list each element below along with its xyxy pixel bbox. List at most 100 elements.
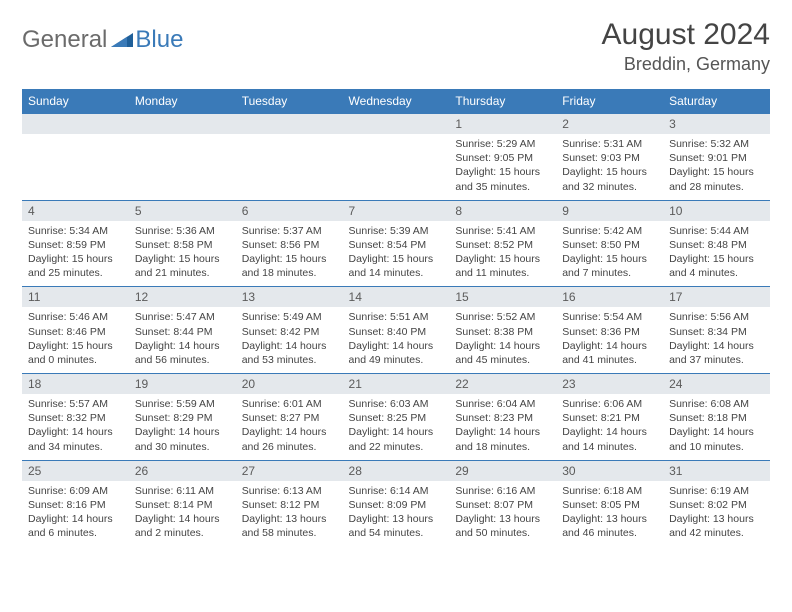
day-number: 20 — [236, 374, 343, 394]
day-details: Sunrise: 5:29 AMSunset: 9:05 PMDaylight:… — [449, 134, 556, 200]
day-details: Sunrise: 5:32 AMSunset: 9:01 PMDaylight:… — [663, 134, 770, 200]
day-details: Sunrise: 6:13 AMSunset: 8:12 PMDaylight:… — [236, 481, 343, 547]
day-details: Sunrise: 5:36 AMSunset: 8:58 PMDaylight:… — [129, 221, 236, 287]
day-number: 25 — [22, 461, 129, 481]
day-number: 22 — [449, 374, 556, 394]
calendar-table: SundayMondayTuesdayWednesdayThursdayFrid… — [22, 89, 770, 546]
calendar-day-cell: 14Sunrise: 5:51 AMSunset: 8:40 PMDayligh… — [343, 287, 450, 374]
calendar-row: 1Sunrise: 5:29 AMSunset: 9:05 PMDaylight… — [22, 114, 770, 201]
day-number: 31 — [663, 461, 770, 481]
calendar-day-cell: 19Sunrise: 5:59 AMSunset: 8:29 PMDayligh… — [129, 374, 236, 461]
day-details: Sunrise: 5:44 AMSunset: 8:48 PMDaylight:… — [663, 221, 770, 287]
calendar-day-cell: 27Sunrise: 6:13 AMSunset: 8:12 PMDayligh… — [236, 460, 343, 546]
day-number: 13 — [236, 287, 343, 307]
calendar-day-cell: 3Sunrise: 5:32 AMSunset: 9:01 PMDaylight… — [663, 114, 770, 201]
calendar-day-cell: 6Sunrise: 5:37 AMSunset: 8:56 PMDaylight… — [236, 200, 343, 287]
logo-text-general: General — [22, 26, 107, 54]
calendar-day-cell: 15Sunrise: 5:52 AMSunset: 8:38 PMDayligh… — [449, 287, 556, 374]
day-details: Sunrise: 6:14 AMSunset: 8:09 PMDaylight:… — [343, 481, 450, 547]
day-details: Sunrise: 5:47 AMSunset: 8:44 PMDaylight:… — [129, 307, 236, 373]
day-details: Sunrise: 5:51 AMSunset: 8:40 PMDaylight:… — [343, 307, 450, 373]
calendar-empty-cell — [22, 114, 129, 201]
day-number: 2 — [556, 114, 663, 134]
weekday-header: Sunday — [22, 89, 129, 114]
title-block: August 2024 Breddin, Germany — [602, 18, 770, 75]
day-details: Sunrise: 5:34 AMSunset: 8:59 PMDaylight:… — [22, 221, 129, 287]
location-subtitle: Breddin, Germany — [602, 54, 770, 75]
day-details: Sunrise: 5:56 AMSunset: 8:34 PMDaylight:… — [663, 307, 770, 373]
calendar-day-cell: 29Sunrise: 6:16 AMSunset: 8:07 PMDayligh… — [449, 460, 556, 546]
day-details: Sunrise: 6:03 AMSunset: 8:25 PMDaylight:… — [343, 394, 450, 460]
day-number: 12 — [129, 287, 236, 307]
calendar-body: 1Sunrise: 5:29 AMSunset: 9:05 PMDaylight… — [22, 114, 770, 547]
calendar-day-cell: 11Sunrise: 5:46 AMSunset: 8:46 PMDayligh… — [22, 287, 129, 374]
weekday-header: Tuesday — [236, 89, 343, 114]
day-number: 1 — [449, 114, 556, 134]
day-details: Sunrise: 5:49 AMSunset: 8:42 PMDaylight:… — [236, 307, 343, 373]
calendar-day-cell: 4Sunrise: 5:34 AMSunset: 8:59 PMDaylight… — [22, 200, 129, 287]
day-details: Sunrise: 5:37 AMSunset: 8:56 PMDaylight:… — [236, 221, 343, 287]
calendar-empty-cell — [343, 114, 450, 201]
day-number: 5 — [129, 201, 236, 221]
calendar-row: 18Sunrise: 5:57 AMSunset: 8:32 PMDayligh… — [22, 374, 770, 461]
day-details: Sunrise: 6:06 AMSunset: 8:21 PMDaylight:… — [556, 394, 663, 460]
calendar-day-cell: 22Sunrise: 6:04 AMSunset: 8:23 PMDayligh… — [449, 374, 556, 461]
calendar-day-cell: 18Sunrise: 5:57 AMSunset: 8:32 PMDayligh… — [22, 374, 129, 461]
calendar-day-cell: 26Sunrise: 6:11 AMSunset: 8:14 PMDayligh… — [129, 460, 236, 546]
calendar-day-cell: 24Sunrise: 6:08 AMSunset: 8:18 PMDayligh… — [663, 374, 770, 461]
calendar-day-cell: 16Sunrise: 5:54 AMSunset: 8:36 PMDayligh… — [556, 287, 663, 374]
day-number: 19 — [129, 374, 236, 394]
calendar-day-cell: 8Sunrise: 5:41 AMSunset: 8:52 PMDaylight… — [449, 200, 556, 287]
day-details: Sunrise: 6:01 AMSunset: 8:27 PMDaylight:… — [236, 394, 343, 460]
calendar-day-cell: 9Sunrise: 5:42 AMSunset: 8:50 PMDaylight… — [556, 200, 663, 287]
calendar-day-cell: 1Sunrise: 5:29 AMSunset: 9:05 PMDaylight… — [449, 114, 556, 201]
day-number: 28 — [343, 461, 450, 481]
day-number: 7 — [343, 201, 450, 221]
day-details: Sunrise: 5:31 AMSunset: 9:03 PMDaylight:… — [556, 134, 663, 200]
day-details: Sunrise: 6:08 AMSunset: 8:18 PMDaylight:… — [663, 394, 770, 460]
day-number: 21 — [343, 374, 450, 394]
day-number: 29 — [449, 461, 556, 481]
calendar-day-cell: 28Sunrise: 6:14 AMSunset: 8:09 PMDayligh… — [343, 460, 450, 546]
empty-day-strip — [129, 114, 236, 134]
calendar-day-cell: 10Sunrise: 5:44 AMSunset: 8:48 PMDayligh… — [663, 200, 770, 287]
day-number: 24 — [663, 374, 770, 394]
logo-triangle-icon — [111, 29, 133, 52]
day-details: Sunrise: 5:54 AMSunset: 8:36 PMDaylight:… — [556, 307, 663, 373]
day-details: Sunrise: 5:57 AMSunset: 8:32 PMDaylight:… — [22, 394, 129, 460]
day-number: 26 — [129, 461, 236, 481]
calendar-row: 11Sunrise: 5:46 AMSunset: 8:46 PMDayligh… — [22, 287, 770, 374]
calendar-day-cell: 5Sunrise: 5:36 AMSunset: 8:58 PMDaylight… — [129, 200, 236, 287]
calendar-day-cell: 13Sunrise: 5:49 AMSunset: 8:42 PMDayligh… — [236, 287, 343, 374]
calendar-day-cell: 2Sunrise: 5:31 AMSunset: 9:03 PMDaylight… — [556, 114, 663, 201]
day-details: Sunrise: 6:04 AMSunset: 8:23 PMDaylight:… — [449, 394, 556, 460]
day-details: Sunrise: 5:41 AMSunset: 8:52 PMDaylight:… — [449, 221, 556, 287]
day-details: Sunrise: 6:11 AMSunset: 8:14 PMDaylight:… — [129, 481, 236, 547]
day-number: 16 — [556, 287, 663, 307]
empty-day-strip — [343, 114, 450, 134]
weekday-header: Wednesday — [343, 89, 450, 114]
day-number: 6 — [236, 201, 343, 221]
day-details: Sunrise: 6:19 AMSunset: 8:02 PMDaylight:… — [663, 481, 770, 547]
weekday-header: Monday — [129, 89, 236, 114]
day-number: 3 — [663, 114, 770, 134]
day-number: 10 — [663, 201, 770, 221]
calendar-day-cell: 23Sunrise: 6:06 AMSunset: 8:21 PMDayligh… — [556, 374, 663, 461]
day-details: Sunrise: 6:18 AMSunset: 8:05 PMDaylight:… — [556, 481, 663, 547]
day-number: 14 — [343, 287, 450, 307]
day-number: 15 — [449, 287, 556, 307]
calendar-empty-cell — [129, 114, 236, 201]
day-details: Sunrise: 5:59 AMSunset: 8:29 PMDaylight:… — [129, 394, 236, 460]
weekday-header: Saturday — [663, 89, 770, 114]
logo-text-blue: Blue — [135, 26, 183, 54]
day-details: Sunrise: 5:46 AMSunset: 8:46 PMDaylight:… — [22, 307, 129, 373]
calendar-day-cell: 25Sunrise: 6:09 AMSunset: 8:16 PMDayligh… — [22, 460, 129, 546]
day-number: 23 — [556, 374, 663, 394]
empty-day-strip — [22, 114, 129, 134]
calendar-day-cell: 17Sunrise: 5:56 AMSunset: 8:34 PMDayligh… — [663, 287, 770, 374]
day-number: 30 — [556, 461, 663, 481]
day-details: Sunrise: 5:42 AMSunset: 8:50 PMDaylight:… — [556, 221, 663, 287]
weekday-header: Thursday — [449, 89, 556, 114]
calendar-day-cell: 20Sunrise: 6:01 AMSunset: 8:27 PMDayligh… — [236, 374, 343, 461]
calendar-empty-cell — [236, 114, 343, 201]
